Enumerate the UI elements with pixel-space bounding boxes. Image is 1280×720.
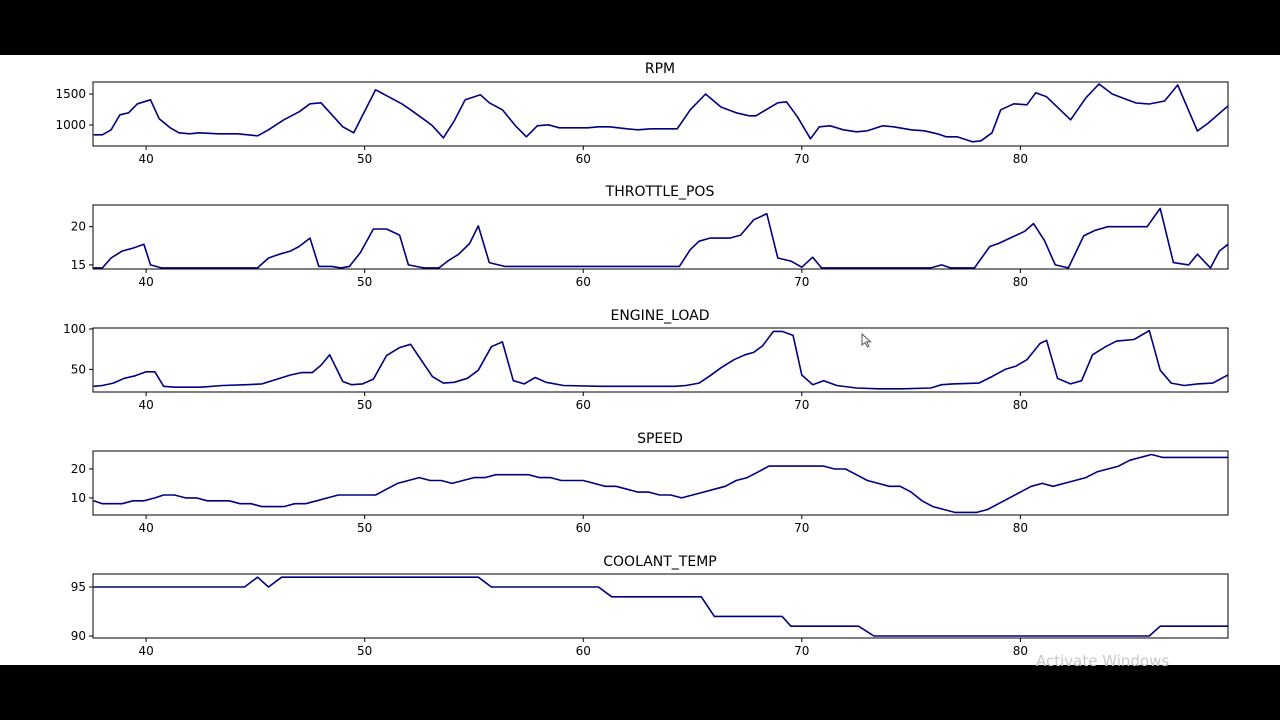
- subplots: 40 50 60 70 80 1000 1500 40 50 60 70 80 15 20 40 50 60 70…: [55, 81, 1229, 658]
- activate-windows-watermark: Activate Windows: [1036, 652, 1170, 670]
- x-tick-label: 50: [357, 521, 372, 535]
- axes-frame: [92, 204, 1229, 270]
- subplot-speed: 40 50 60 70 80 10 20: [71, 450, 1229, 535]
- subplot-rpm: 40 50 60 70 80 1000 1500: [55, 81, 1229, 166]
- x-tick-label: 60: [576, 398, 591, 412]
- x-tick-label: 80: [1013, 275, 1028, 289]
- x-tick-label: 50: [357, 398, 372, 412]
- x-tick-label: 70: [794, 521, 809, 535]
- x-tick-label: 40: [138, 644, 153, 658]
- axes-frame: [92, 327, 1229, 393]
- x-tick-label: 40: [138, 521, 153, 535]
- axes-frame: [92, 450, 1229, 516]
- data-line: [93, 83, 1228, 143]
- x-tick-label: 70: [794, 398, 809, 412]
- subplot-coolant-temp: 40 50 60 70 80 90 95: [71, 573, 1229, 658]
- x-tick-label: 40: [138, 152, 153, 166]
- data-line: [93, 207, 1228, 269]
- y-tick-label: 20: [71, 220, 86, 234]
- data-line: [93, 576, 1228, 637]
- y-tick-label: 95: [71, 580, 86, 594]
- figure-canvas: 40 50 60 70 80 1000 1500 40 50 60 70 80 15 20 40 50 60 70…: [0, 55, 1280, 665]
- x-tick-label: 70: [794, 152, 809, 166]
- x-tick-label: 80: [1013, 152, 1028, 166]
- x-tick-label: 60: [576, 521, 591, 535]
- panel-title-speed: SPEED: [637, 431, 683, 447]
- panel-title-rpm: RPM: [644, 61, 676, 77]
- axes-frame: [92, 573, 1229, 639]
- y-tick-label: 20: [71, 462, 86, 476]
- y-tick-label: 1500: [55, 87, 86, 101]
- x-tick-label: 50: [357, 152, 372, 166]
- panel-title-engine-load: ENGINE_LOAD: [610, 308, 710, 324]
- y-tick-label: 100: [63, 322, 86, 336]
- mouse-cursor-icon: [861, 333, 872, 348]
- data-line: [93, 329, 1228, 390]
- x-tick-label: 60: [576, 152, 591, 166]
- y-tick-label: 1000: [55, 118, 86, 132]
- x-tick-label: 60: [576, 644, 591, 658]
- x-tick-label: 60: [576, 275, 591, 289]
- y-tick-label: 90: [71, 629, 86, 643]
- x-tick-label: 50: [357, 275, 372, 289]
- x-tick-label: 50: [357, 644, 372, 658]
- panel-title-throttle-pos: THROTTLE_POS: [605, 184, 715, 200]
- x-tick-label: 80: [1013, 398, 1028, 412]
- x-tick-label: 70: [794, 644, 809, 658]
- subplot-engine-load: 40 50 60 70 80 50 100: [63, 322, 1229, 412]
- x-tick-label: 80: [1013, 521, 1028, 535]
- panel-title-coolant-temp: COOLANT_TEMP: [603, 554, 717, 570]
- y-tick-label: 10: [71, 491, 86, 505]
- x-tick-label: 80: [1013, 644, 1028, 658]
- y-tick-label: 50: [71, 362, 86, 376]
- axes-frame: [92, 81, 1229, 147]
- subplot-throttle-pos: 40 50 60 70 80 15 20: [71, 204, 1229, 289]
- x-tick-label: 70: [794, 275, 809, 289]
- x-tick-label: 40: [138, 398, 153, 412]
- y-tick-label: 15: [71, 258, 86, 272]
- x-tick-label: 40: [138, 275, 153, 289]
- data-line: [93, 453, 1228, 514]
